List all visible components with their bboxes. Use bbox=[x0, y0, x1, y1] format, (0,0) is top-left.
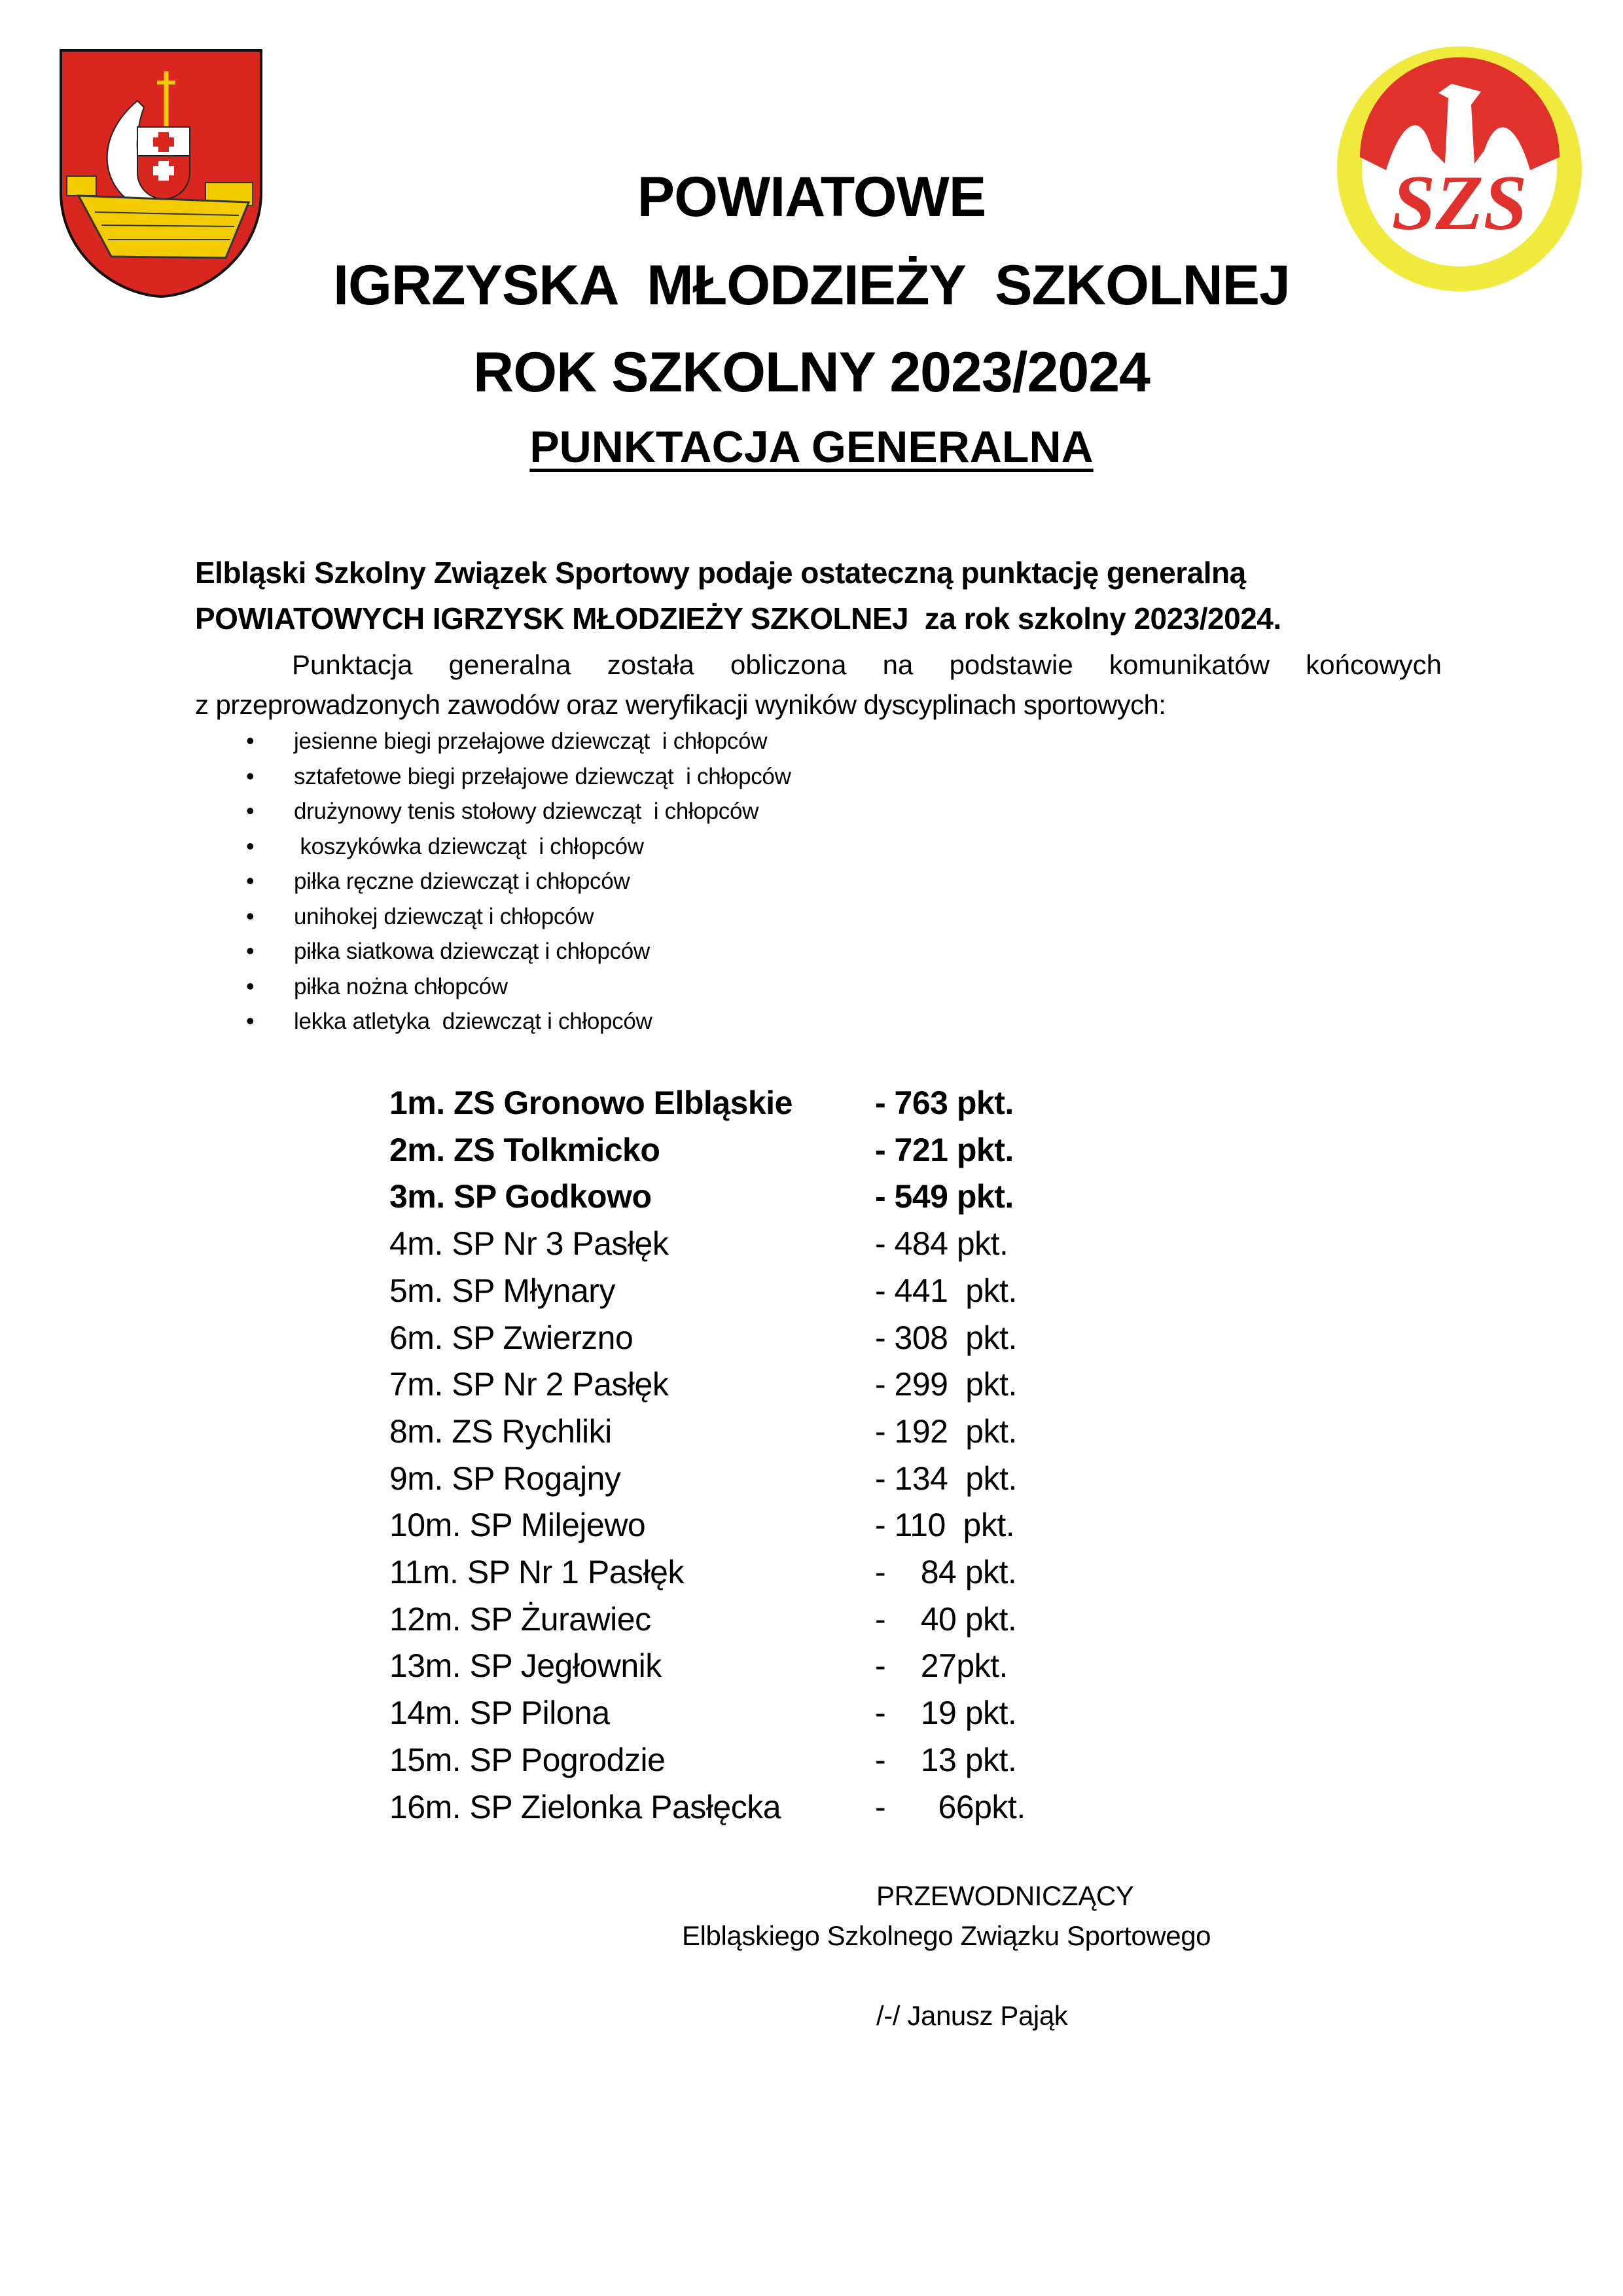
intro-bold-line-2: POWIATOWYCH IGRZYSK MŁODZIEŻY SZKOLNEJ z… bbox=[195, 601, 1281, 636]
signature-organization: Elbląskiego Szkolnego Związku Sportowego bbox=[682, 1920, 1211, 1951]
intro-paragraph-line-1: Punktacja generalna została obliczona na… bbox=[292, 649, 1442, 680]
bullet-icon: • bbox=[246, 762, 255, 789]
ranking-place: 4m. SP Nr 3 Pasłęk bbox=[389, 1225, 669, 1263]
ranking-place: 6m. SP Zwierzno bbox=[389, 1319, 633, 1356]
ranking-points: - 308 pkt. bbox=[875, 1319, 1017, 1356]
discipline-item: unihokej dziewcząt i chłopców bbox=[294, 903, 594, 929]
ranking-points: - 27pkt. bbox=[875, 1647, 1008, 1685]
ranking-place: 13m. SP Jegłownik bbox=[389, 1647, 662, 1685]
title-line-2: IGRZYSKA MŁODZIEŻY SZKOLNEJ bbox=[333, 254, 1291, 317]
discipline-item: jesienne biegi przełajowe dziewcząt i ch… bbox=[294, 728, 768, 754]
discipline-item: koszykówka dziewcząt i chłopców bbox=[294, 833, 644, 859]
ranking-place: 10m. SP Milejewo bbox=[389, 1507, 646, 1544]
discipline-item: drużynowy tenis stołowy dziewcząt i chło… bbox=[294, 798, 759, 824]
bullet-icon: • bbox=[246, 832, 255, 859]
discipline-item: piłka ręczne dziewcząt i chłopców bbox=[294, 869, 630, 894]
ranking-place: 2m. ZS Tolkmicko bbox=[389, 1131, 660, 1168]
bullet-icon: • bbox=[246, 972, 255, 999]
ranking-points: - 192 pkt. bbox=[875, 1412, 1017, 1450]
ranking-place: 7m. SP Nr 2 Pasłęk bbox=[389, 1366, 669, 1403]
svg-text:SZS: SZS bbox=[1392, 159, 1527, 246]
szs-logo: SZS bbox=[1337, 46, 1582, 291]
ranking-place: 8m. ZS Rychliki bbox=[389, 1412, 612, 1450]
ranking-points: - 484 pkt. bbox=[875, 1225, 1008, 1263]
title-line-3: ROK SZKOLNY 2023/2024 bbox=[473, 341, 1150, 404]
ranking-points: - 721 pkt. bbox=[875, 1131, 1014, 1168]
intro-bold-line-1: Elbląski Szkolny Związek Sportowy podaje… bbox=[195, 556, 1246, 590]
bullet-icon: • bbox=[246, 797, 255, 824]
ranking-points: - 84 pkt. bbox=[875, 1554, 1017, 1590]
ranking-place: 16m. SP Zielonka Pasłęcka bbox=[389, 1788, 781, 1825]
discipline-item: piłka nożna chłopców bbox=[294, 973, 508, 999]
discipline-item: sztafetowe biegi przełajowe dziewcząt i … bbox=[294, 763, 791, 789]
bullet-icon: • bbox=[246, 902, 255, 929]
ranking-points: - 134 pkt. bbox=[875, 1460, 1017, 1497]
ranking-place: 1m. ZS Gronowo Elbląskie bbox=[389, 1085, 793, 1121]
subtitle-text: PUNKTACJA GENERALNA bbox=[529, 422, 1094, 472]
discipline-item: piłka siatkowa dziewcząt i chłopców bbox=[294, 939, 650, 964]
bullet-icon: • bbox=[246, 867, 255, 894]
ranking-points: - 66pkt. bbox=[875, 1788, 1026, 1825]
signature-role: PRZEWODNICZĄCY bbox=[876, 1880, 1134, 1911]
ranking-points: - 19 pkt. bbox=[875, 1695, 1017, 1732]
intro-paragraph-line-2: z przeprowadzonych zawodów oraz weryfika… bbox=[195, 689, 1166, 720]
ranking-points: - 40 pkt. bbox=[875, 1600, 1017, 1638]
bullet-icon: • bbox=[246, 1007, 255, 1034]
ranking-points: - 299 pkt. bbox=[875, 1366, 1017, 1403]
ranking-points: - 13 pkt. bbox=[875, 1741, 1017, 1778]
ranking-place: 14m. SP Pilona bbox=[389, 1695, 610, 1732]
ranking-place: 12m. SP Żurawiec bbox=[389, 1600, 651, 1638]
ranking-points: - 110 pkt. bbox=[875, 1507, 1015, 1544]
ranking-place: 5m. SP Młynary bbox=[389, 1272, 615, 1309]
title-line-1: POWIATOWE bbox=[637, 166, 986, 228]
ranking-points: - 549 pkt. bbox=[875, 1178, 1014, 1215]
ranking-place: 3m. SP Godkowo bbox=[389, 1178, 652, 1215]
bullet-icon: • bbox=[246, 727, 255, 754]
subtitle: PUNKTACJA GENERALNA bbox=[0, 422, 1623, 473]
ranking-place: 11m. SP Nr 1 Pasłęk bbox=[389, 1554, 684, 1590]
ranking-points: - 441 pkt. bbox=[875, 1272, 1017, 1309]
signature-name: /-/ Janusz Pająk bbox=[876, 2000, 1068, 2031]
ranking-points: - 763 pkt. bbox=[875, 1085, 1014, 1121]
ranking-place: 9m. SP Rogajny bbox=[389, 1460, 621, 1497]
discipline-item: lekka atletyka dziewcząt i chłopców bbox=[294, 1009, 652, 1034]
coat-of-arms-logo bbox=[60, 49, 262, 298]
ranking-place: 15m. SP Pogrodzie bbox=[389, 1741, 666, 1778]
bullet-icon: • bbox=[246, 937, 255, 964]
